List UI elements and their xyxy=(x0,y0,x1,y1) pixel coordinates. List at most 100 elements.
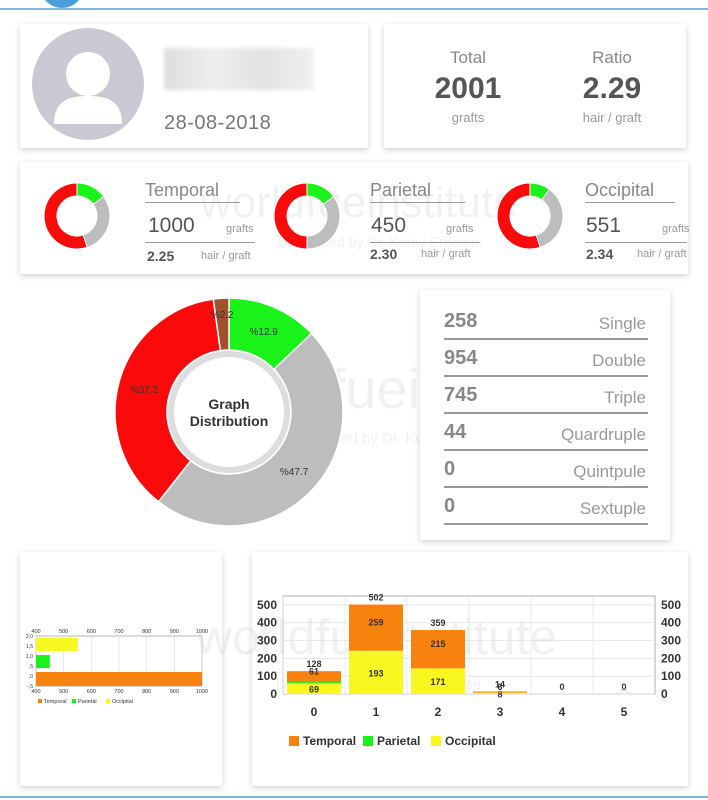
sbar-x-tick: 3 xyxy=(497,705,504,719)
region-temporal-count: 1000 xyxy=(148,214,195,237)
graft-type-name: Quardruple xyxy=(560,425,646,444)
hbar-y-tick: ,0 xyxy=(29,674,33,680)
hbar-legend-swatch xyxy=(72,699,76,703)
region-parietal-ratio-unit: hair / graft xyxy=(421,248,471,260)
distribution-slice-label: %12.9 xyxy=(250,327,279,338)
region-occipital-ratio: 2.34 xyxy=(586,246,614,262)
sbar-segment-label: 171 xyxy=(430,677,445,687)
hbar-y-tick: 1,5 xyxy=(26,644,33,650)
distribution-slice-2 xyxy=(114,298,222,503)
graft-type-name: Triple xyxy=(604,388,646,407)
hbar-bottom-tick: 700 xyxy=(114,689,123,695)
sbar-segment-label: 69 xyxy=(309,685,319,695)
total-label: Total xyxy=(450,48,486,67)
avatar xyxy=(32,28,144,140)
graft-type-row: 954 Double xyxy=(444,343,648,377)
sbar-x-tick: 2 xyxy=(435,705,442,719)
region-parietal-line-2 xyxy=(370,242,480,243)
hbar-y-tick: ,5 xyxy=(29,664,33,670)
sbar-segment-label: 259 xyxy=(368,618,383,628)
graft-type-count: 745 xyxy=(444,384,478,406)
hbar-bottom-tick: 400 xyxy=(31,689,40,695)
hbar-legend-swatch xyxy=(106,699,110,703)
region-occipital-count: 551 xyxy=(586,214,622,237)
sbar-total-label: 359 xyxy=(430,618,445,628)
distribution-slice-3 xyxy=(212,297,230,352)
graft-type-row: 0 Sextuple xyxy=(444,491,648,525)
user-silhouette-icon xyxy=(54,52,122,124)
hbar-bar-temporal xyxy=(36,672,202,686)
hbar-y-tick: 2,0 xyxy=(26,634,33,640)
sbar-y-tick-right: 200 xyxy=(661,651,681,665)
sbar-segment-label: 6 xyxy=(497,682,502,692)
graft-type-row: 44 Quardruple xyxy=(444,417,648,451)
sbar-segment-label: 215 xyxy=(430,639,445,649)
sbar-total-label: 0 xyxy=(621,682,626,692)
region-parietal-title: Parietal xyxy=(370,180,432,200)
sbar-legend-label: Parietal xyxy=(377,734,420,748)
operation-date: 28-08-2018 xyxy=(164,112,272,134)
hbar-top-tick: 700 xyxy=(114,629,123,635)
region-temporal-ratio: 2.25 xyxy=(147,248,175,264)
ratio-unit: hair / graft xyxy=(582,110,642,125)
region-temporal-title: Temporal xyxy=(145,180,220,200)
graft-type-count: 0 xyxy=(444,458,456,480)
region-parietal-line-1 xyxy=(370,202,465,203)
sbar-segment-temporal xyxy=(349,604,403,651)
sbar-segment-occipital xyxy=(349,650,403,694)
distribution-slice-label: %2.2 xyxy=(211,310,234,321)
hbar-bottom-tick: 900 xyxy=(170,689,179,695)
sbar-y-tick-right: 300 xyxy=(661,634,681,648)
hbar-top-tick: 400 xyxy=(31,629,40,635)
sbar-y-tick-right: 400 xyxy=(661,616,681,630)
graft-type-row: 745 Triple xyxy=(444,380,648,414)
donut-center-hole xyxy=(168,351,290,473)
graft-type-row: 0 Quintpule xyxy=(444,454,648,488)
region-temporal-ratio-unit: hair / graft xyxy=(201,250,251,262)
distribution-slice-labels: %12.9 %47.7 %37.2 %2.2 xyxy=(130,310,309,478)
sbar-y-tick-left: 500 xyxy=(257,598,277,612)
donut-center-line1: Graph xyxy=(208,396,249,412)
region-parietal-count: 450 xyxy=(371,214,407,237)
sbar-y-tick-left: 200 xyxy=(257,651,277,665)
sbar-total-label: 128 xyxy=(306,659,321,669)
sbar-y-tick-left: 300 xyxy=(257,634,277,648)
regions-card xyxy=(20,162,688,274)
sbar-segment-temporal xyxy=(287,671,341,683)
graft-type-name: Single xyxy=(598,314,646,333)
top-circle-decoration xyxy=(40,0,84,8)
hbar-bottom-tick: 800 xyxy=(142,689,151,695)
region-temporal-line-2 xyxy=(145,242,255,243)
sbar-segment-label: 193 xyxy=(368,668,383,678)
sbar-total-label: 0 xyxy=(559,682,564,692)
sbar-x-tick: 5 xyxy=(621,705,628,719)
hbar-legend-label: Occipital xyxy=(112,699,133,705)
distribution-slice-1 xyxy=(157,332,344,527)
sbar-segment-temporal xyxy=(411,630,465,669)
sbar-x-tick: 1 xyxy=(373,705,380,719)
sbar-legend-swatch xyxy=(289,736,299,746)
graft-type-count: 258 xyxy=(444,310,478,332)
region-occipital-line-1 xyxy=(585,202,675,203)
sbar-total-label: 14 xyxy=(495,680,505,690)
region-occipital-title: Occipital xyxy=(585,180,655,200)
graft-type-name: Double xyxy=(592,351,646,370)
region-occipital-line-2 xyxy=(585,242,687,243)
graft-type-name: Quintpule xyxy=(573,462,646,481)
ratio-label: Ratio xyxy=(592,48,632,67)
region-parietal-count-unit: grafts xyxy=(446,223,474,235)
hbar-bar-parietal xyxy=(36,655,50,668)
sbar-legend-label: Occipital xyxy=(445,734,496,748)
region-bar-chart-plot: 400 400 500 500 600 600 700 700 800 800 900 900 1000… xyxy=(26,629,208,705)
hbar-top-tick: 500 xyxy=(59,629,68,635)
totals-card xyxy=(384,24,686,148)
stacked-bar-chart-plot: 0 0 100 100 200 200 300 300 400 400 500 500 0 1 2 3 4 5 69… xyxy=(257,593,681,748)
hbar-bottom-tick: 500 xyxy=(59,689,68,695)
region-occipital-ratio-unit: hair / graft xyxy=(637,248,687,260)
distribution-donut xyxy=(114,297,344,527)
sbar-segment-occipital xyxy=(473,692,527,694)
sbar-legend-swatch xyxy=(431,736,441,746)
